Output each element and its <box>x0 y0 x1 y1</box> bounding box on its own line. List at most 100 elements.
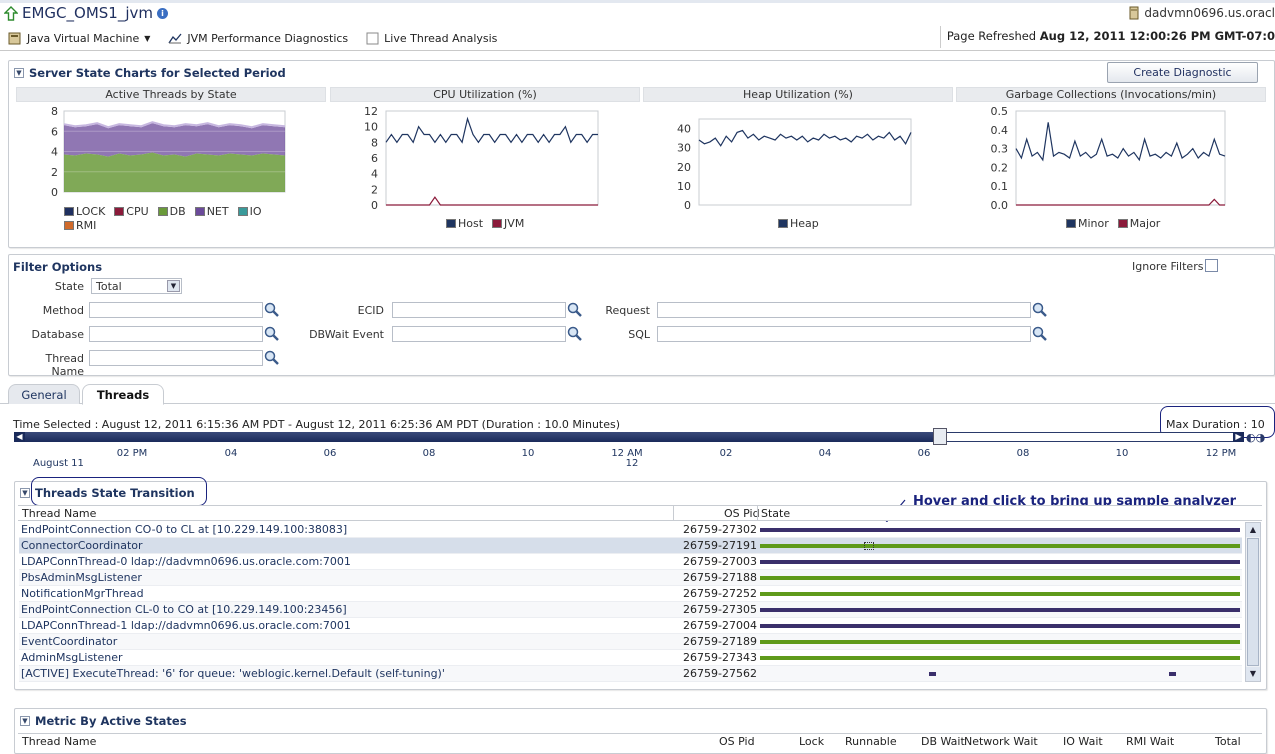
thread-name-cell[interactable]: NotificationMgrThread <box>21 587 144 600</box>
arrow-right-icon[interactable]: ▶ <box>1233 432 1244 442</box>
collapse-icon[interactable]: ▼ <box>14 68 24 78</box>
state-bar[interactable] <box>760 576 1240 580</box>
database-label: Database <box>31 328 85 341</box>
arrow-left-icon[interactable]: ◀ <box>14 432 25 442</box>
thread-name-cell[interactable]: EventCoordinator <box>21 635 118 648</box>
search-icon[interactable] <box>567 302 583 318</box>
sql-input[interactable] <box>657 326 1031 342</box>
legend-item: JVM <box>492 217 524 230</box>
col-os-pid[interactable]: OS Pid <box>724 507 760 520</box>
thread-name-cell[interactable]: AdminMsgListener <box>21 651 123 664</box>
state-bar[interactable] <box>760 608 1240 612</box>
hover-marker[interactable] <box>864 542 874 550</box>
state-bar[interactable] <box>760 640 1240 644</box>
dbwait-label: DBWait Event <box>309 328 384 341</box>
tab-general[interactable]: General <box>8 384 80 404</box>
table-row[interactable]: NotificationMgrThread 26759-27252 <box>19 586 1242 602</box>
thread-name-cell[interactable]: ConnectorCoordinator <box>21 539 143 552</box>
metric-col-header[interactable]: Total <box>1215 735 1241 748</box>
dbwait-input[interactable] <box>392 326 566 342</box>
state-bar[interactable] <box>760 560 1240 564</box>
request-input[interactable] <box>657 302 1031 318</box>
ecid-input[interactable] <box>392 302 566 318</box>
thread-name-cell[interactable]: LDAPConnThread-0 ldap://dadvmn0696.us.or… <box>21 555 351 568</box>
threads-section-title: Threads State Transition <box>35 486 195 500</box>
table-row[interactable]: [ACTIVE] ExecuteThread: '6' for queue: '… <box>19 666 1242 682</box>
col-state[interactable]: State <box>761 507 791 520</box>
metric-col-header[interactable]: DB Wait <box>921 735 965 748</box>
thread-name-cell[interactable]: EndPointConnection CL-0 to CO at [10.229… <box>21 603 347 616</box>
tab-threads[interactable]: Threads <box>82 384 164 405</box>
perf-diag-label: JVM Performance Diagnostics <box>187 31 349 45</box>
perf-diag-link[interactable]: JVM Performance Diagnostics <box>168 32 348 45</box>
metric-col-header[interactable]: Network Wait <box>964 735 1038 748</box>
scroll-thumb[interactable] <box>1247 538 1259 666</box>
y-tick-label: 2 <box>371 183 378 196</box>
live-thread-link[interactable]: Live Thread Analysis <box>366 32 497 45</box>
database-input[interactable] <box>89 326 263 342</box>
method-input[interactable] <box>89 302 263 318</box>
scroll-down-icon[interactable]: ▼ <box>1246 667 1260 681</box>
metric-col-header[interactable]: RMI Wait <box>1126 735 1175 748</box>
table-row[interactable]: LDAPConnThread-1 ldap://dadvmn0696.us.or… <box>19 618 1242 634</box>
y-tick-label: 10 <box>364 121 378 134</box>
table-row[interactable]: EventCoordinator 26759-27189 <box>19 634 1242 650</box>
y-tick-label: 0.3 <box>991 143 1009 156</box>
legend-item: Major <box>1117 217 1160 230</box>
legend-label: JVM <box>504 217 525 230</box>
search-icon[interactable] <box>1032 302 1048 318</box>
metric-col-header[interactable]: OS Pid <box>719 735 755 748</box>
state-select[interactable]: Total ▼ <box>91 278 182 294</box>
metric-col-header[interactable]: Thread Name <box>22 735 97 748</box>
y-tick-label: 8 <box>371 136 378 149</box>
server-state-header[interactable]: ▼ Server State Charts for Selected Perio… <box>14 66 286 80</box>
search-icon[interactable] <box>264 302 280 318</box>
jvm-menu[interactable]: Java Virtual Machine ▼ <box>8 31 150 45</box>
state-bar[interactable] <box>760 624 1240 628</box>
state-bar[interactable] <box>760 544 1240 548</box>
table-row[interactable]: EndPointConnection CL-0 to CO at [10.229… <box>19 602 1242 618</box>
collapse-icon[interactable]: ▼ <box>20 488 30 498</box>
state-bar[interactable] <box>760 528 1240 532</box>
info-icon[interactable]: i <box>157 7 168 19</box>
col-thread-name[interactable]: Thread Name <box>22 507 97 520</box>
threads-section-header[interactable]: ▼ Threads State Transition <box>20 486 195 500</box>
thread-name-input[interactable] <box>89 350 263 366</box>
dropdown-arrow-icon: ▼ <box>167 280 180 292</box>
timeline-tick-label: 06 <box>917 448 931 459</box>
metric-col-header[interactable]: Lock <box>799 735 825 748</box>
zoom-icon[interactable]: ◐◑ <box>1246 431 1266 444</box>
state-bar[interactable] <box>760 592 1240 596</box>
metric-section-header[interactable]: ▼ Metric By Active States <box>20 714 187 728</box>
ignore-filters-checkbox[interactable] <box>1205 259 1218 272</box>
search-icon[interactable] <box>264 350 280 366</box>
search-icon[interactable] <box>264 326 280 342</box>
table-row[interactable]: LDAPConnThread-0 ldap://dadvmn0696.us.or… <box>19 554 1242 570</box>
thread-name-cell[interactable]: [ACTIVE] ExecuteThread: '6' for queue: '… <box>21 667 445 680</box>
thread-name-cell[interactable]: EndPointConnection CO-0 to CL at [10.229… <box>21 523 348 536</box>
state-bar[interactable] <box>1169 672 1176 676</box>
search-icon[interactable] <box>567 326 583 342</box>
scrollbar[interactable]: ▲ ▼ <box>1245 522 1261 682</box>
up-arrow-icon[interactable] <box>4 5 18 21</box>
state-bar[interactable] <box>760 656 1240 660</box>
timeline-track <box>25 432 938 442</box>
metric-col-header[interactable]: IO Wait <box>1063 735 1103 748</box>
scroll-up-icon[interactable]: ▲ <box>1246 523 1260 537</box>
legend-item: DB <box>157 205 186 218</box>
create-snapshot-button[interactable]: Create Diagnostic Snapshot <box>1107 62 1258 98</box>
thread-name-cell[interactable]: LDAPConnThread-1 ldap://dadvmn0696.us.or… <box>21 619 351 632</box>
state-bar[interactable] <box>929 672 936 676</box>
metric-col-header[interactable]: Runnable <box>845 735 897 748</box>
timeline-handle[interactable] <box>933 428 947 445</box>
table-row[interactable]: ConnectorCoordinator 26759-27191 <box>19 538 1242 554</box>
table-row[interactable]: EndPointConnection CO-0 to CL at [10.229… <box>19 522 1242 538</box>
y-tick-label: 0.0 <box>991 199 1009 212</box>
table-row[interactable]: AdminMsgListener 26759-27343 <box>19 650 1242 666</box>
legend-label: NET <box>206 205 229 218</box>
search-icon[interactable] <box>1032 326 1048 342</box>
collapse-icon[interactable]: ▼ <box>20 716 30 726</box>
legend-heap: Heap <box>778 217 819 230</box>
table-row[interactable]: PbsAdminMsgListener 26759-27188 <box>19 570 1242 586</box>
thread-name-cell[interactable]: PbsAdminMsgListener <box>21 571 142 584</box>
